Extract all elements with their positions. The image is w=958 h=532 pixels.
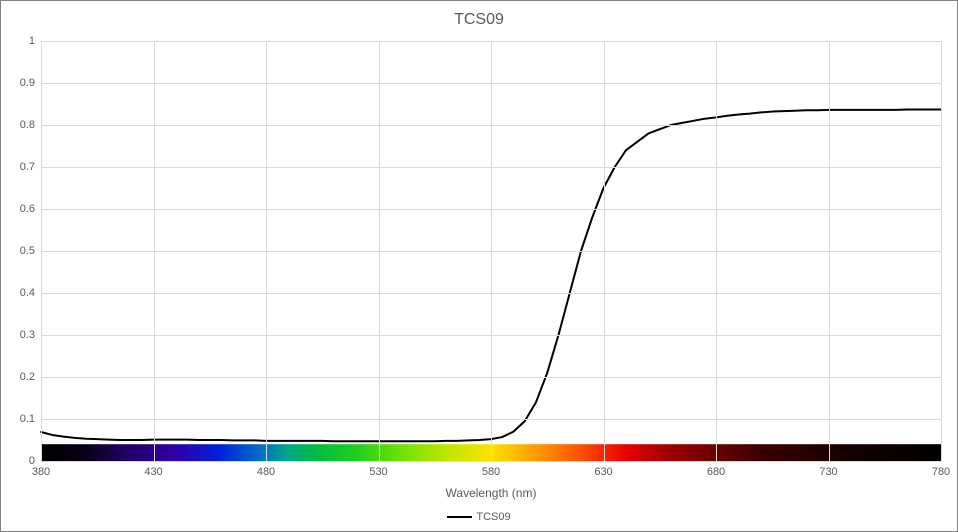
- y-tick-label: 0.3: [20, 329, 35, 341]
- gridline-v: [491, 41, 492, 461]
- x-tick-label: 580: [482, 466, 500, 478]
- x-tick-label: 680: [707, 466, 725, 478]
- y-tick-label: 0.1: [20, 413, 35, 425]
- x-tick-label: 630: [594, 466, 612, 478]
- y-tick-label: 0.4: [20, 287, 35, 299]
- x-tick-label: 780: [932, 466, 950, 478]
- plot-area: 00.10.20.30.40.50.60.70.80.9138043048053…: [41, 41, 941, 461]
- x-tick-label: 430: [144, 466, 162, 478]
- x-axis-title: Wavelength (nm): [41, 486, 941, 500]
- y-tick-label: 0.5: [20, 245, 35, 257]
- y-tick-label: 0.6: [20, 203, 35, 215]
- legend: TCS09: [1, 511, 957, 523]
- y-tick-label: 1: [29, 35, 35, 47]
- chart-container: TCS09 00.10.20.30.40.50.60.70.80.9138043…: [0, 0, 958, 532]
- x-tick-label: 530: [369, 466, 387, 478]
- y-tick-label: 0.9: [20, 77, 35, 89]
- legend-line-icon: [447, 516, 472, 518]
- y-tick-label: 0.8: [20, 119, 35, 131]
- legend-label: TCS09: [476, 511, 510, 523]
- x-tick-label: 480: [257, 466, 275, 478]
- x-tick-label: 730: [819, 466, 837, 478]
- gridline-v: [716, 41, 717, 461]
- gridline-v: [379, 41, 380, 461]
- x-tick-label: 380: [32, 466, 50, 478]
- gridline-v: [266, 41, 267, 461]
- gridline-v: [829, 41, 830, 461]
- chart-title: TCS09: [1, 11, 957, 29]
- y-tick-label: 0.7: [20, 161, 35, 173]
- y-tick-label: 0.2: [20, 371, 35, 383]
- gridline-v: [41, 41, 42, 461]
- gridline-h: [41, 461, 941, 462]
- gridline-v: [941, 41, 942, 461]
- gridline-v: [154, 41, 155, 461]
- gridline-v: [604, 41, 605, 461]
